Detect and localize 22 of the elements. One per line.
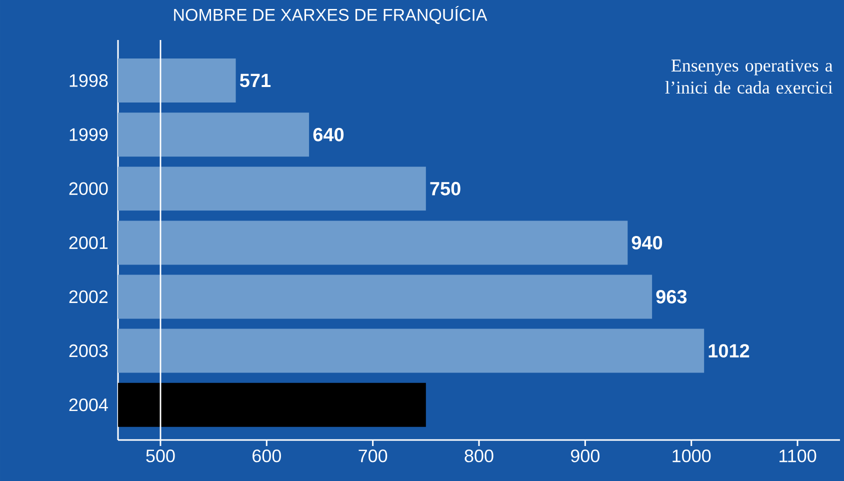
data-label: 640 — [313, 128, 344, 142]
y-tick-label: 2002 — [69, 290, 108, 304]
data-label: 940 — [632, 236, 662, 250]
x-tick-label: 1000 — [672, 450, 711, 462]
x-tick-label: 700 — [358, 450, 388, 462]
x-tick-label: 1100 — [780, 450, 816, 462]
y-tick-label: 2003 — [69, 344, 108, 358]
y-tick-label: 2004 — [69, 398, 108, 412]
x-tick-label: 800 — [464, 450, 494, 462]
x-tick-label: 600 — [252, 450, 281, 462]
y-tick-label: 2000 — [69, 182, 108, 196]
x-tick-label: 500 — [146, 450, 175, 462]
y-tick-label: 2001 — [69, 236, 108, 250]
annotation: Ensenyes operatives a l’inici de cada exercici — [665, 60, 833, 94]
data-label: 571 — [240, 74, 271, 88]
data-label: 750 — [430, 182, 460, 196]
x-tick-label: 900 — [571, 450, 600, 462]
data-label: 963 — [656, 290, 687, 304]
data-label: 1012 — [708, 344, 750, 358]
y-tick-label: 1998 — [70, 74, 108, 87]
chart-title: NOMBRE DE XARXES DE FRANQUÍCIA — [174, 6, 488, 24]
y-tick-label: 1999 — [70, 128, 108, 141]
